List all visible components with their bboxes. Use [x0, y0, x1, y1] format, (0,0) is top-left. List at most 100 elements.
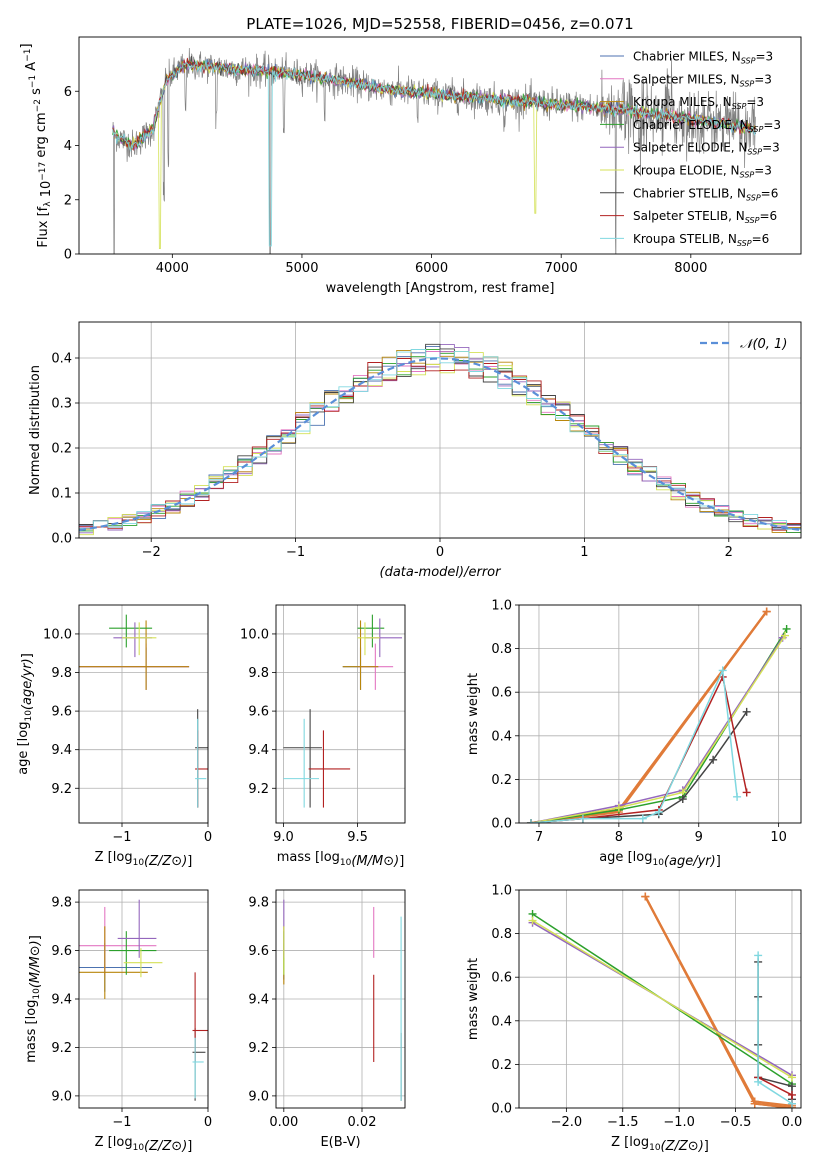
panel-mass-weight-vs-Z: −2.0 −1.5 −1.0 −0.5 0.0 0.0 0.2 0.4 0.6 0.8 1.0 Z […	[466, 884, 802, 1155]
x-tick-label: 8	[615, 830, 623, 845]
legend-label-chabrier-elodie: Chabrier ELODIE, NSSP=3	[633, 118, 781, 134]
x-tick-label: 0	[204, 1115, 212, 1130]
y-tick-label: 9.4	[51, 993, 72, 1008]
y-tick-label: 9.2	[51, 1041, 72, 1056]
y-tick-label: 9.0	[248, 1089, 269, 1104]
x-tick-label: 5000	[285, 261, 318, 276]
plot-area	[79, 899, 208, 1101]
weight-marker-chabrier-stelib	[787, 1082, 796, 1091]
y-tick-label: 0.2	[491, 773, 512, 788]
legend-top: Chabrier MILES, NSSP=3 Salpeter MILES, NS…	[600, 50, 781, 248]
errorbar-kroupa-miles	[79, 926, 148, 999]
x-axis-label: Z [log10(Z/Z⊙)]	[611, 1135, 709, 1154]
y-tick-label: 9.8	[248, 896, 269, 911]
weight-line-chabrier-stelib	[757, 961, 793, 1100]
errorbar-kroupa-miles	[342, 620, 379, 690]
x-tick-label: 9.5	[347, 830, 368, 845]
weight-marker-kroupa-stelib	[718, 666, 727, 675]
errorbar-kroupa-stelib	[283, 718, 319, 808]
legend-label-chabrier-miles: Chabrier MILES, NSSP=3	[633, 50, 773, 66]
y-tick-label: 0.0	[491, 1102, 512, 1117]
weight-marker-kroupa-elodie	[781, 631, 790, 640]
legend-label-normal: 𝒩(0, 1)	[740, 337, 787, 352]
weight-line-kroupa-stelib	[530, 667, 738, 823]
y-tick-label: 0.2	[51, 442, 72, 457]
weight-marker-kroupa-stelib	[654, 808, 663, 817]
x-tick-label: −1	[112, 830, 131, 845]
x-tick-label: −1	[286, 545, 305, 560]
panel-age-vs-mass: 9.0 9.5 9.2 9.4 9.6 9.8 10.0 mass [log10(M/M⊙)]	[240, 604, 406, 869]
weight-marker-kroupa-miles	[750, 1099, 759, 1108]
errorbar-chabrier-elodie	[109, 931, 157, 975]
plot-area	[112, 47, 757, 254]
y-tick-label: 9.6	[248, 705, 269, 720]
legend-label-kroupa-elodie: Kroupa ELODIE, NSSP=3	[633, 164, 772, 180]
errorbar-kroupa-elodie	[123, 948, 163, 978]
errorbar-salpeter-elodie	[117, 899, 157, 958]
y-tick-label: 9.4	[51, 743, 72, 758]
x-tick-label: −2	[142, 545, 161, 560]
spectrum-model-kroupa-stelib	[112, 60, 757, 247]
y-tick-label: 0.8	[491, 927, 512, 942]
plot-area	[526, 607, 791, 823]
errorbar-chabrier-miles	[79, 647, 190, 690]
grid-lines	[519, 604, 801, 824]
errorbar-kroupa-stelib	[195, 718, 207, 808]
legend-label-salpeter-miles: Salpeter MILES, NSSP=3	[633, 72, 772, 88]
weight-marker-kroupa-miles	[641, 892, 650, 901]
weight-line-kroupa-elodie	[530, 635, 786, 823]
x-axis-label: Z [log10(Z/Z⊙)]	[95, 1135, 193, 1154]
y-tick-label: 10.0	[43, 627, 72, 642]
x-tick-label: 0.02	[348, 1115, 377, 1130]
y-tick-label: 0.4	[491, 729, 512, 744]
weight-line-chabrier-elodie	[530, 628, 788, 823]
panel-mass-vs-Z: −1 0 9.0 9.2 9.4 9.6 9.8 Z [log10(Z/Z⊙)] mass [l…	[24, 889, 212, 1154]
plot-area	[79, 614, 208, 808]
y-tick-label: 1.0	[491, 884, 512, 899]
weight-marker-chabrier-stelib	[709, 755, 718, 764]
errorbar-chabrier-stelib	[195, 709, 208, 808]
panel-spectrum: 4000 5000 6000 7000 8000 0 2 4 6 wavelength [Angs…	[19, 36, 802, 296]
errorbar-chabrier-stelib	[283, 709, 322, 808]
y-tick-label: 9.4	[248, 743, 269, 758]
errorbar-kroupa-stelib	[192, 1037, 204, 1099]
weight-marker-kroupa-elodie	[614, 803, 623, 812]
errorbar-salpeter-miles	[79, 906, 157, 975]
grid-lines	[276, 890, 405, 1108]
weight-marker-kroupa-stelib	[638, 814, 647, 823]
panel-residuals: −2 −1 0 1 2 0.0 0.1 0.2 0.3 0.4 (data-model)/error…	[28, 321, 802, 580]
x-tick-label: 0	[204, 830, 212, 845]
x-axis-label: mass [log10(M/M⊙)]	[277, 850, 405, 869]
x-tick-label: 0.0	[782, 1115, 803, 1130]
y-axis-label: age [log10(age/yr)]	[16, 653, 35, 775]
legend-label-kroupa-miles: Kroupa MILES, NSSP=3	[633, 95, 764, 111]
weight-marker-kroupa-stelib	[787, 1099, 796, 1108]
y-axis-label: mass weight	[466, 958, 481, 1040]
plot-area	[528, 892, 796, 1108]
axes-frame	[78, 321, 802, 539]
y-tick-label: 9.2	[248, 782, 269, 797]
y-axis-label: mass weight	[466, 673, 481, 755]
panel-mass-vs-ebv: 0.00 0.02 9.0 9.2 9.4 9.6 9.8 E(B-V)	[248, 889, 406, 1150]
weight-marker-kroupa-stelib	[754, 1077, 763, 1086]
spectrum-model-salpeter-stelib	[112, 57, 756, 152]
y-tick-label: 9.6	[51, 944, 72, 959]
y-tick-label: 9.8	[51, 666, 72, 681]
y-tick-label: 10.0	[240, 627, 269, 642]
axes-frame	[78, 889, 209, 1109]
y-tick-label: 9.4	[248, 993, 269, 1008]
weight-marker-kroupa-stelib	[526, 819, 535, 823]
panel-mass-weight-vs-age: 7 8 9 10 0.0 0.2 0.4 0.6 0.8 1.0 age [log10(age/yr…	[466, 599, 802, 869]
x-tick-label: 0	[436, 545, 444, 560]
x-tick-label: 7	[535, 830, 543, 845]
panel-age-vs-Z: −1 0 9.2 9.4 9.6 9.8 10.0 Z [log10(Z/Z⊙)] age [l…	[16, 604, 212, 869]
x-tick-label: −1.5	[607, 1115, 639, 1130]
axes-frame	[275, 604, 406, 824]
y-tick-label: 9.0	[51, 1089, 72, 1104]
errorbar-kroupa-miles	[79, 620, 190, 690]
y-axis-label: Normed distribution	[28, 365, 43, 495]
axes-frame	[518, 604, 802, 824]
x-axis-label: age [log10(age/yr)]	[599, 850, 721, 869]
axes-frame	[518, 889, 802, 1109]
